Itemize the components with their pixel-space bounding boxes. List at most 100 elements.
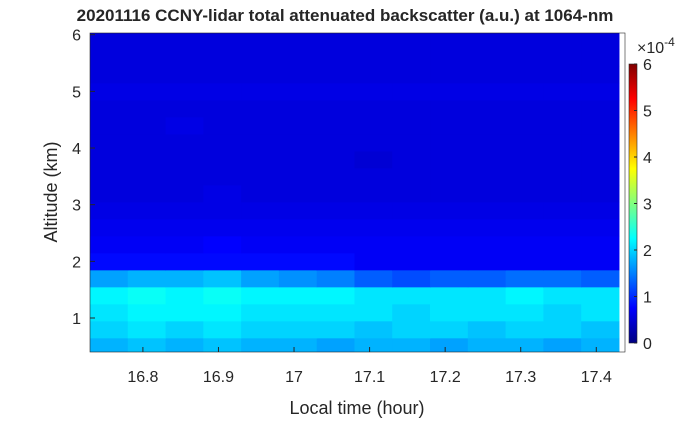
- heatmap-cell: [165, 133, 204, 152]
- heatmap-cell: [203, 201, 242, 220]
- heatmap-cell: [581, 65, 620, 84]
- heatmap-cell: [241, 218, 280, 237]
- heatmap-cell: [392, 33, 431, 50]
- y-tick-label: 2: [72, 254, 81, 271]
- heatmap-cell: [90, 82, 129, 101]
- heatmap-cell: [543, 235, 582, 254]
- heatmap-cell: [90, 286, 129, 305]
- heatmap-cell: [392, 269, 431, 288]
- heatmap-cell: [127, 150, 167, 169]
- heatmap-cell: [430, 133, 469, 152]
- heatmap-cell: [165, 252, 204, 271]
- heatmap-cell: [316, 133, 355, 152]
- heatmap-cell: [430, 82, 469, 101]
- heatmap-cell: [241, 269, 280, 288]
- heatmap-cell: [543, 99, 582, 118]
- heatmap-cell: [392, 218, 431, 237]
- heatmap-cell: [278, 150, 318, 169]
- heatmap-cell: [90, 320, 129, 339]
- heatmap-cell: [467, 33, 507, 50]
- heatmap-cell: [241, 235, 280, 254]
- heatmap-cell: [165, 99, 204, 118]
- heatmap-cell: [165, 65, 204, 84]
- heatmap-cell: [467, 252, 507, 271]
- heatmap-cell: [354, 99, 393, 118]
- heatmap-cell: [278, 286, 318, 305]
- heatmap-cell: [505, 184, 544, 203]
- heatmap-cell: [241, 82, 280, 101]
- heatmap-cell: [505, 201, 544, 220]
- heatmap-cell: [278, 320, 318, 339]
- heatmap-cell: [203, 184, 242, 203]
- heatmap-cell: [354, 150, 393, 169]
- heatmap-cell: [165, 320, 204, 339]
- y-tick-label: 1: [72, 311, 81, 328]
- heatmap-cell: [505, 269, 544, 288]
- x-tick-label: 17: [285, 369, 303, 386]
- heatmap-cell: [203, 82, 242, 101]
- heatmap-cell: [316, 99, 355, 118]
- heatmap-cell: [392, 167, 431, 186]
- heatmap-cell: [354, 133, 393, 152]
- y-tick-label: 3: [72, 198, 81, 215]
- heatmap-cell: [165, 167, 204, 186]
- heatmap-cell: [581, 269, 620, 288]
- heatmap-cell: [505, 65, 544, 84]
- heatmap-cell: [430, 33, 469, 50]
- heatmap-cell: [316, 65, 355, 84]
- heatmap-cell: [543, 150, 582, 169]
- heatmap-cell: [127, 303, 167, 322]
- heatmap-cell: [354, 82, 393, 101]
- heatmap-cell: [241, 252, 280, 271]
- heatmap-cell: [543, 167, 582, 186]
- heatmap-cell: [467, 167, 507, 186]
- heatmap-cell: [127, 116, 167, 135]
- y-tick-label: 4: [72, 141, 81, 158]
- heatmap-cell: [581, 82, 620, 101]
- heatmap-cell: [278, 99, 318, 118]
- heatmap-cell: [90, 150, 129, 169]
- heatmap-cell: [543, 48, 582, 67]
- heatmap-cell: [241, 320, 280, 339]
- heatmap-cell: [505, 82, 544, 101]
- heatmap-cell: [543, 218, 582, 237]
- heatmap-cell: [278, 133, 318, 152]
- heatmap-cell: [354, 116, 393, 135]
- heatmap-cell: [278, 337, 318, 352]
- heatmap-cell: [127, 133, 167, 152]
- heatmap-cell: [543, 252, 582, 271]
- heatmap-cell: [241, 48, 280, 67]
- heatmap-cell: [543, 133, 582, 152]
- heatmap-cell: [127, 252, 167, 271]
- heatmap-cell: [581, 184, 620, 203]
- heatmap-cell: [505, 133, 544, 152]
- heatmap-cell: [127, 286, 167, 305]
- heatmap-cell: [90, 235, 129, 254]
- heatmap-cell: [90, 269, 129, 288]
- heatmap-cell: [430, 184, 469, 203]
- heatmap-cell: [505, 286, 544, 305]
- heatmap-cell: [278, 269, 318, 288]
- heatmap-cell: [354, 184, 393, 203]
- plot-frame: [89, 32, 626, 353]
- heatmap-cell: [581, 337, 620, 352]
- heatmap-cell: [278, 201, 318, 220]
- heatmap-cell: [581, 167, 620, 186]
- heatmap-cell: [430, 150, 469, 169]
- heatmap-cell: [505, 150, 544, 169]
- heatmap-cell: [203, 337, 242, 352]
- colorbar-tick-label: 2: [643, 243, 652, 260]
- heatmap-cell: [203, 286, 242, 305]
- heatmap-cell: [467, 201, 507, 220]
- heatmap-cell: [543, 184, 582, 203]
- heatmap-cell: [354, 48, 393, 67]
- heatmap-cell: [430, 337, 469, 352]
- heatmap-cell: [203, 48, 242, 67]
- heatmap-cell: [165, 218, 204, 237]
- heatmap-cell: [127, 167, 167, 186]
- heatmap-cell: [581, 201, 620, 220]
- x-tick-label: 16.9: [203, 369, 234, 386]
- heatmap-cell: [278, 252, 318, 271]
- x-tick-label: 17.3: [505, 369, 536, 386]
- heatmap-cell: [241, 99, 280, 118]
